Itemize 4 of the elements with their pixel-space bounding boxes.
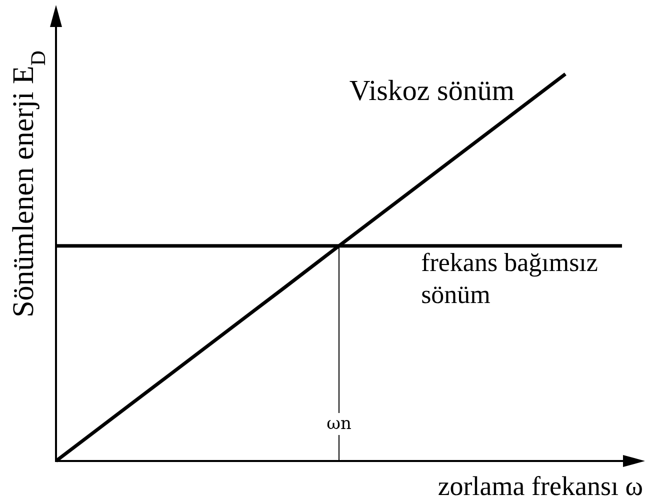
series-label: Viskoz sönüm	[349, 75, 515, 107]
x-axis-title: zorlama frekansı ω	[438, 471, 643, 501]
annotation: ωn	[326, 414, 352, 434]
series-label: frekans bağımsız sönüm	[421, 248, 598, 309]
